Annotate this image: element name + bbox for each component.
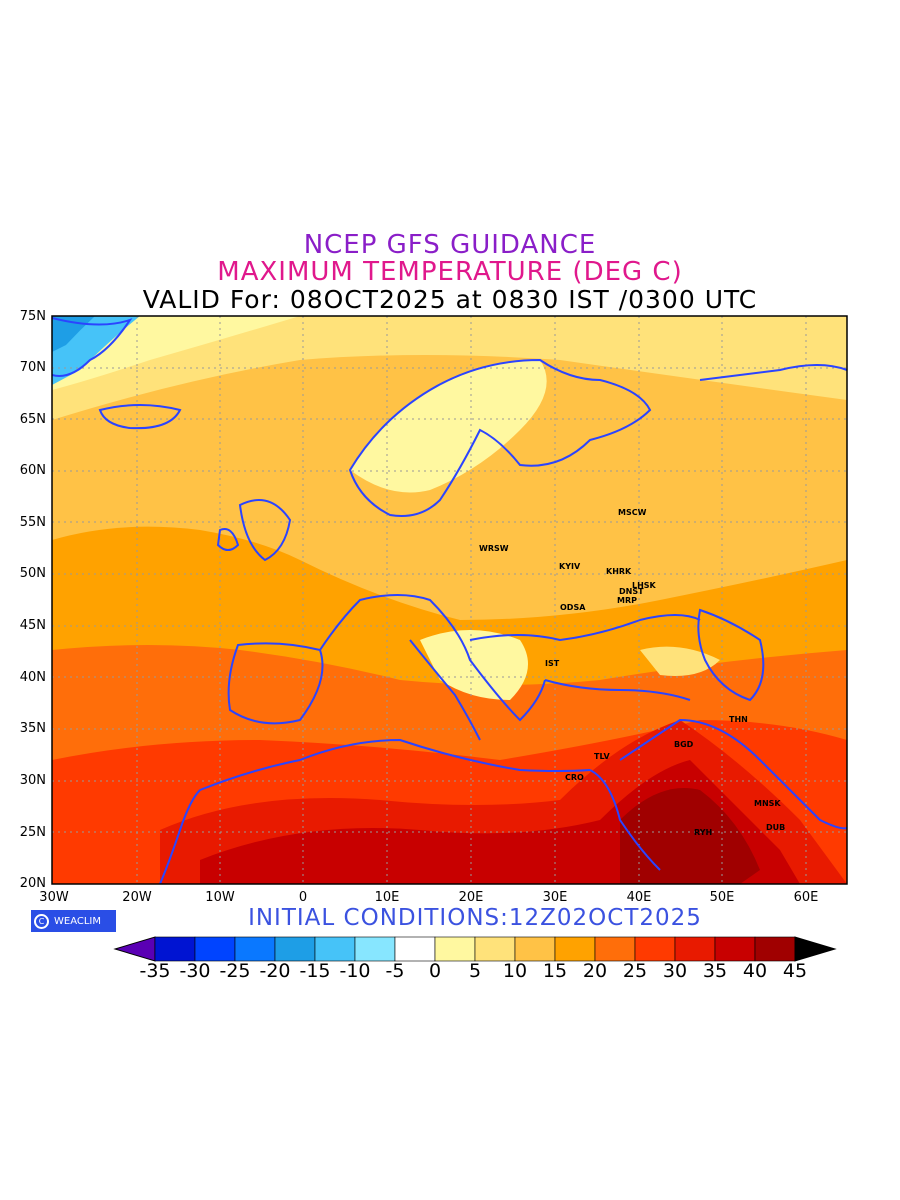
colorbar-tick-label: 45 bbox=[782, 960, 808, 982]
colorbar-tick-label: -15 bbox=[299, 960, 331, 982]
title-line2: MAXIMUM TEMPERATURE (DEG C) bbox=[217, 257, 683, 287]
lon-label: 0 bbox=[298, 890, 308, 905]
map-frame bbox=[51, 315, 848, 885]
lat-label: 30N bbox=[19, 773, 46, 788]
lon-label: 20E bbox=[458, 890, 484, 905]
city-mnsk: MNSK bbox=[754, 799, 781, 808]
city-cro: CRO bbox=[565, 773, 584, 782]
lat-label: 50N bbox=[19, 566, 46, 581]
city-ryh: RYH bbox=[694, 828, 712, 837]
city-thn: THN bbox=[729, 715, 748, 724]
colorbar-tick-label: -35 bbox=[139, 960, 171, 982]
copyright-circle-icon: C bbox=[34, 913, 49, 929]
title-line1: NCEP GFS GUIDANCE bbox=[303, 230, 597, 260]
lon-label: 40E bbox=[626, 890, 652, 905]
colorbar-tick-label: 20 bbox=[582, 960, 608, 982]
lat-label: 20N bbox=[19, 876, 46, 891]
city-wrsw: WRSW bbox=[479, 544, 509, 553]
lon-label: 60E bbox=[793, 890, 819, 905]
temperature-fill bbox=[52, 316, 847, 884]
lat-label: 35N bbox=[19, 721, 46, 736]
colorbar-tick-label: -20 bbox=[259, 960, 291, 982]
city-mrp: MRP bbox=[617, 596, 637, 605]
map-grid bbox=[52, 316, 847, 884]
lon-label: 20W bbox=[122, 890, 152, 905]
colorbar-tick-label: 5 bbox=[468, 960, 482, 982]
title-line3: VALID For: 08OCT2025 at 0830 IST /0300 U… bbox=[142, 285, 758, 314]
colorbar-tick-label: 35 bbox=[702, 960, 728, 982]
city-lhsk: LHSK bbox=[632, 581, 657, 590]
colorbar-tick-label: 15 bbox=[542, 960, 568, 982]
lon-label: 30W bbox=[39, 890, 69, 905]
lon-label: 10E bbox=[374, 890, 400, 905]
colorbar-tick-label: 40 bbox=[742, 960, 768, 982]
weaclim-logo: C WEACLIM bbox=[31, 910, 116, 932]
city-bgd: BGD bbox=[674, 740, 694, 749]
city-ist: IST bbox=[545, 659, 560, 668]
city-labels: MSCW WRSW KYIV KHRK LHSK DNST MRP ODSA I… bbox=[479, 508, 785, 837]
lon-label: 10W bbox=[205, 890, 235, 905]
lat-label: 65N bbox=[19, 412, 46, 427]
city-odsa: ODSA bbox=[560, 603, 586, 612]
colorbar-tick-label: 0 bbox=[428, 960, 442, 982]
lat-label: 70N bbox=[19, 360, 46, 375]
city-dnst: DNST bbox=[619, 587, 644, 596]
colorbar-tick-label: 30 bbox=[662, 960, 688, 982]
colorbar-tick-label: -30 bbox=[179, 960, 211, 982]
city-tlv: TLV bbox=[594, 752, 610, 761]
lat-label: 25N bbox=[19, 825, 46, 840]
colorbar-tick-label: -25 bbox=[219, 960, 251, 982]
lat-label: 75N bbox=[19, 309, 46, 324]
lon-label: 30E bbox=[542, 890, 568, 905]
initial-conditions: INITIAL CONDITIONS:12Z02OCT2025 bbox=[248, 905, 702, 931]
city-dub: DUB bbox=[766, 823, 785, 832]
city-kyiv: KYIV bbox=[559, 562, 581, 571]
colorbar-tick-label: -5 bbox=[385, 960, 405, 982]
lat-label: 45N bbox=[19, 618, 46, 633]
logo-text: WEACLIM bbox=[54, 915, 102, 927]
city-khrk: KHRK bbox=[606, 567, 632, 576]
lat-label: 40N bbox=[19, 670, 46, 685]
colorbar-tick-label: 10 bbox=[502, 960, 528, 982]
lon-label: 50E bbox=[709, 890, 735, 905]
lat-label: 60N bbox=[19, 463, 46, 478]
city-mscw: MSCW bbox=[618, 508, 647, 517]
colorbar-tick-label: 25 bbox=[622, 960, 648, 982]
coastlines bbox=[52, 317, 847, 884]
lat-label: 55N bbox=[19, 515, 46, 530]
temperature-map: MSCW WRSW KYIV KHRK LHSK DNST MRP ODSA I… bbox=[51, 315, 848, 885]
colorbar-tick-label: -10 bbox=[339, 960, 371, 982]
